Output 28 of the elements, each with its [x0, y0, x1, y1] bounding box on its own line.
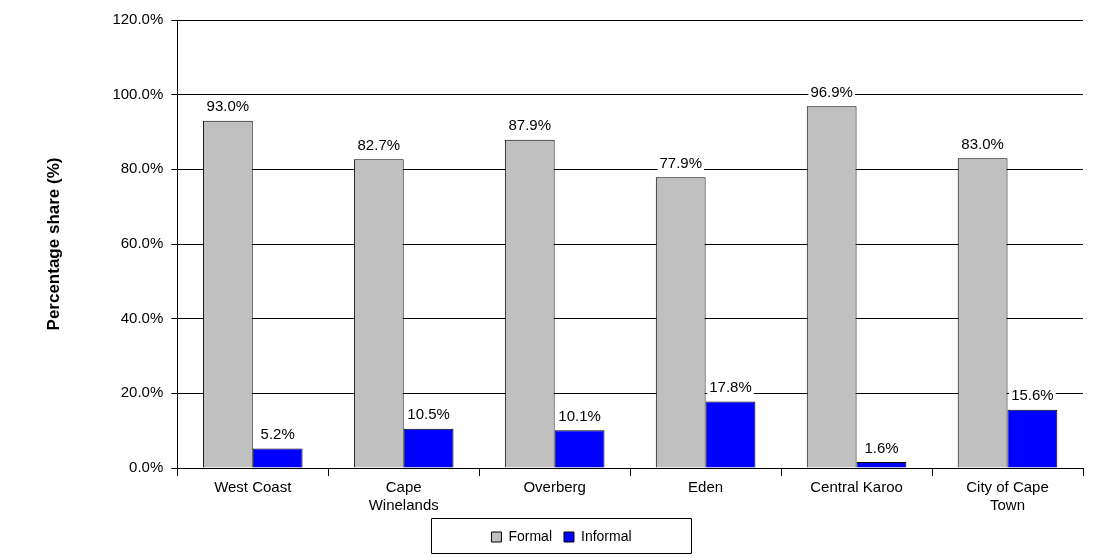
legend-label: Informal: [580, 527, 632, 544]
data-label: 77.9%: [659, 153, 702, 171]
x-tick-label: Cape Winelands: [368, 478, 439, 514]
data-label: 10.5%: [407, 405, 450, 423]
y-tick-label: 120.0%: [112, 10, 164, 28]
y-tick-label: 60.0%: [120, 234, 164, 252]
x-tick-label: Eden: [688, 478, 724, 496]
x-tick-label: Overberg: [523, 478, 586, 496]
data-label: 1.6%: [864, 438, 899, 456]
data-label: 10.1%: [558, 406, 601, 424]
data-label: 15.6%: [1011, 386, 1054, 404]
y-tick-label: 40.0%: [120, 308, 164, 326]
data-label: 87.9%: [508, 116, 552, 134]
y-tick-label: 20.0%: [120, 383, 164, 401]
y-tick-label: 0.0%: [129, 458, 164, 476]
y-tick-label: 80.0%: [120, 159, 164, 177]
data-label: 96.9%: [810, 82, 853, 100]
y-axis-title: Percentage share (%): [43, 157, 63, 331]
data-label: 5.2%: [260, 425, 295, 443]
x-tick-label: City of Cape Town: [966, 478, 1049, 514]
data-label: 83.0%: [961, 134, 1004, 152]
legend-label: Formal: [508, 527, 552, 544]
data-label: 93.0%: [206, 97, 250, 115]
data-label: 82.7%: [357, 135, 401, 153]
y-tick-label: 100.0%: [112, 84, 164, 102]
data-label: 17.8%: [709, 378, 752, 396]
x-tick-label: Central Karoo: [810, 478, 903, 496]
x-tick-label: West Coast: [214, 478, 293, 496]
